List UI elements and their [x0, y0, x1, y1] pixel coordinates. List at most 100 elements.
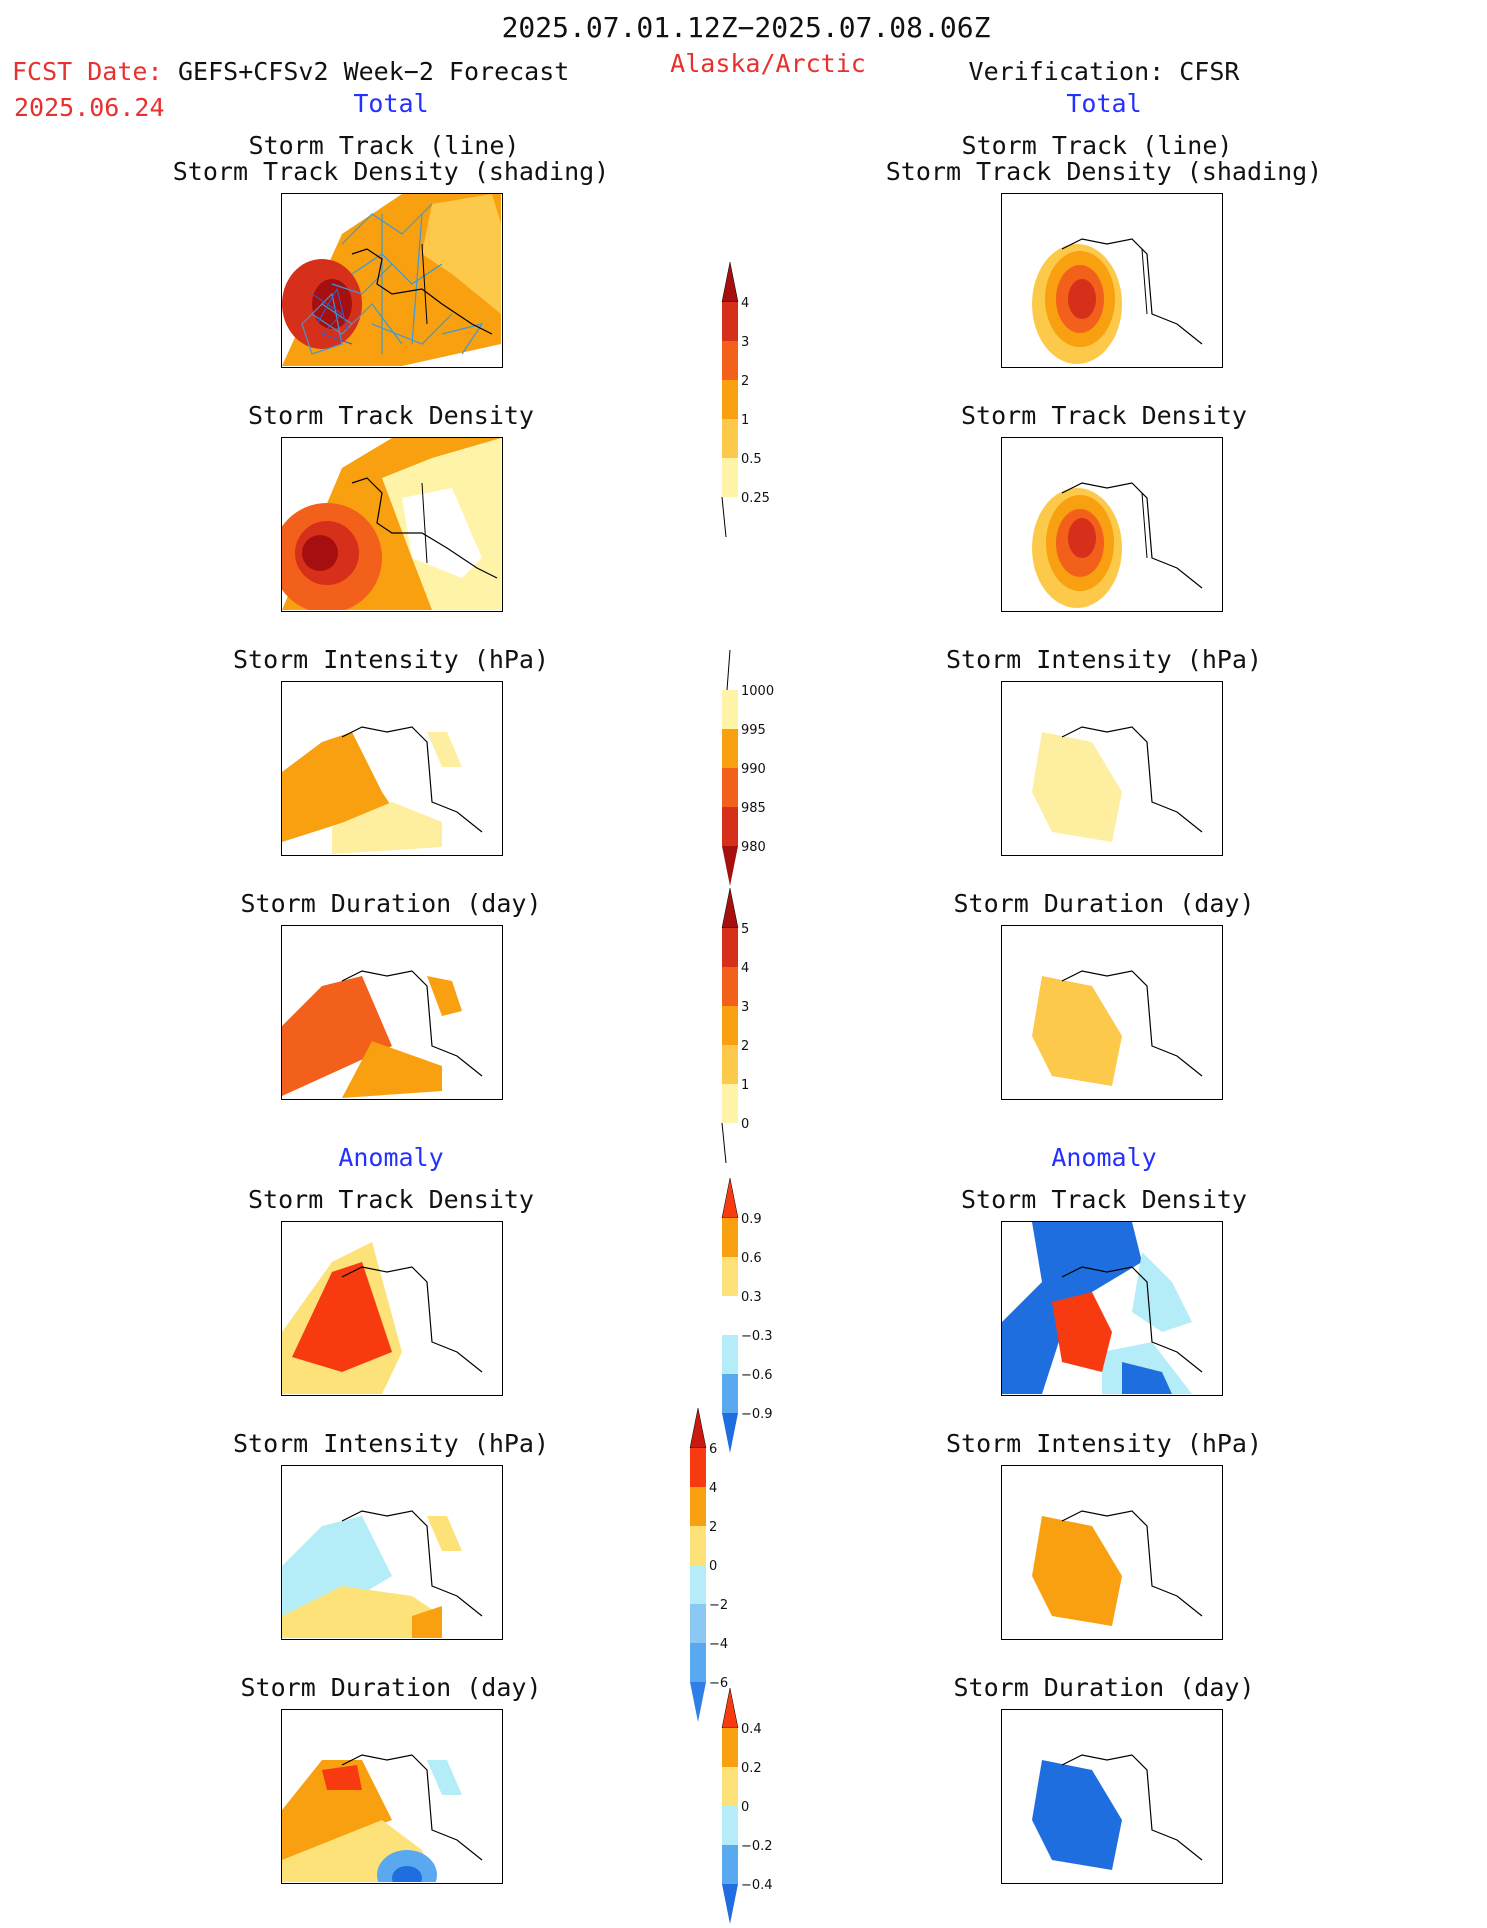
fcst-date-label: FCST Date: — [12, 57, 163, 86]
panel-title: Storm Duration (day) — [953, 1673, 1255, 1702]
colorbar-swatch — [721, 1177, 739, 1219]
colorbar-tick-label: −6 — [709, 1676, 728, 1691]
colorbar-tick-label: 1 — [741, 1078, 749, 1093]
colorbar-tick-label: 985 — [741, 801, 766, 816]
colorbar-tick-label: 995 — [741, 723, 766, 738]
fcst-date: 2025.06.24 — [14, 93, 165, 122]
colorbar-tick-label: 0.4 — [741, 1722, 762, 1737]
colorbar-tail — [721, 496, 727, 538]
colorbar-tick-label: 990 — [741, 762, 766, 777]
colorbar-tick-label: 0.25 — [741, 491, 770, 506]
panel-title: Storm Track Density — [248, 401, 534, 430]
panel-title: Storm Track Density — [961, 401, 1247, 430]
panel-title: Storm Track Density (shading) — [172, 157, 610, 186]
colorbar-swatch — [722, 846, 738, 886]
panel-title: Storm Intensity (hPa) — [232, 1429, 550, 1458]
colorbar-tick-label: 1000 — [741, 684, 774, 699]
colorbar-tick-label: −2 — [709, 1598, 728, 1613]
map-shading — [282, 1754, 483, 1882]
colorbar-swatch — [722, 1335, 738, 1374]
total-left-heading: Total — [353, 89, 429, 118]
map-panel-verification-track — [1001, 193, 1223, 368]
colorbar-swatch — [690, 1604, 706, 1643]
colorbar-tick-label: 4 — [709, 1481, 717, 1496]
colorbar-tick-label: 0 — [741, 1117, 749, 1132]
anomaly-right-heading: Anomaly — [1051, 1143, 1157, 1172]
colorbar-swatch — [721, 1687, 739, 1729]
colorbar-swatch — [722, 1296, 738, 1335]
map-panel-verification-duration-anomaly — [1001, 1709, 1223, 1884]
map-panel-forecast-intensity-anomaly — [281, 1465, 503, 1640]
colorbar-tick-label: 1 — [741, 413, 749, 428]
map-panel-verification-intensity — [1001, 681, 1223, 856]
colorbar-swatch — [722, 1084, 738, 1123]
map-panel-verification-intensity-anomaly — [1001, 1465, 1223, 1640]
colorbar-tick-label: 0.2 — [741, 1761, 762, 1776]
fcst-model: GEFS+CFSv2 Week−2 Forecast — [178, 57, 570, 86]
colorbar-swatch — [722, 729, 738, 768]
colorbar-swatch — [722, 768, 738, 807]
colorbar-swatch — [722, 928, 738, 967]
colorbar-tick-label: 4 — [741, 961, 749, 976]
panel-title: Storm Duration (day) — [953, 889, 1255, 918]
colorbar-swatch — [722, 341, 738, 380]
colorbar-tick-label: 3 — [741, 1000, 749, 1015]
panel-title: Storm Track Density (shading) — [885, 157, 1323, 186]
map-shading — [1032, 1754, 1203, 1870]
colorbar-swatch — [722, 1006, 738, 1045]
colorbar-tick-label: 0.9 — [741, 1212, 762, 1227]
total-right-heading: Total — [1066, 89, 1142, 118]
colorbar-tick-label: 5 — [741, 922, 749, 937]
colorbar-swatch — [690, 1565, 706, 1604]
colorbar-total-intensity: 1000 995 990 985 980 — [720, 649, 790, 894]
map-shading — [282, 1242, 483, 1394]
map-panel-verification-density-anomaly — [1001, 1221, 1223, 1396]
map-shading — [282, 1510, 483, 1638]
colorbar-swatch — [722, 1845, 738, 1884]
colorbar-total-duration: 5 4 3 2 1 0 — [720, 887, 790, 1182]
colorbar-swatch — [689, 1407, 707, 1449]
anomaly-left-heading: Anomaly — [338, 1143, 444, 1172]
map-shading — [282, 438, 501, 610]
colorbar-tick-label: 0 — [709, 1559, 717, 1574]
colorbar-tick-label: 6 — [709, 1442, 717, 1457]
map-shading — [282, 970, 483, 1098]
colorbar-anom-intensity: 6 4 2 0 −2 −4 −6 — [688, 1407, 758, 1722]
region-title: Alaska/Arctic — [670, 49, 866, 78]
colorbar-tick-label: 3 — [741, 335, 749, 350]
panel-title: Storm Track Density — [248, 1185, 534, 1214]
map-shading — [282, 726, 483, 854]
colorbar-swatch — [690, 1448, 706, 1487]
colorbar-swatch — [722, 1806, 738, 1845]
panel-title: Storm Duration (day) — [240, 889, 542, 918]
colorbar-tick-label: −4 — [709, 1637, 728, 1652]
colorbar-swatch — [690, 1487, 706, 1526]
map-panel-verification-duration — [1001, 925, 1223, 1100]
colorbar-tick-label: 2 — [741, 1039, 749, 1054]
map-panel-verification-density — [1001, 437, 1223, 612]
panel-title: Storm Track (line) — [248, 131, 520, 160]
colorbar-tick-label: 0.5 — [741, 452, 762, 467]
colorbar-swatch — [722, 1767, 738, 1806]
panel-title: Storm Track (line) — [961, 131, 1233, 160]
colorbar-tick-label: −0.6 — [741, 1368, 773, 1383]
colorbar-tick-label: 4 — [741, 296, 749, 311]
map-panel-forecast-track — [281, 193, 503, 368]
colorbar-swatch — [722, 458, 738, 497]
page-title: 2025.07.01.12Z−2025.07.08.06Z — [501, 11, 991, 44]
map-shading — [1032, 970, 1203, 1086]
colorbar-swatch — [722, 419, 738, 458]
colorbar-swatch — [690, 1526, 706, 1565]
colorbar-swatch — [722, 967, 738, 1006]
colorbar-tail — [726, 649, 731, 691]
colorbar-tick-label: 0 — [741, 1800, 749, 1815]
colorbar-swatch — [722, 380, 738, 419]
colorbar-swatch — [690, 1682, 706, 1722]
map-panel-forecast-duration-anomaly — [281, 1709, 503, 1884]
colorbar-swatch — [721, 261, 739, 303]
map-shading — [1032, 238, 1203, 364]
colorbar-anom-duration: 0.4 0.2 0 −0.2 −0.4 — [720, 1687, 790, 1928]
map-shading — [1032, 482, 1203, 608]
map-shading — [1032, 726, 1203, 842]
map-panel-forecast-density — [281, 437, 503, 612]
